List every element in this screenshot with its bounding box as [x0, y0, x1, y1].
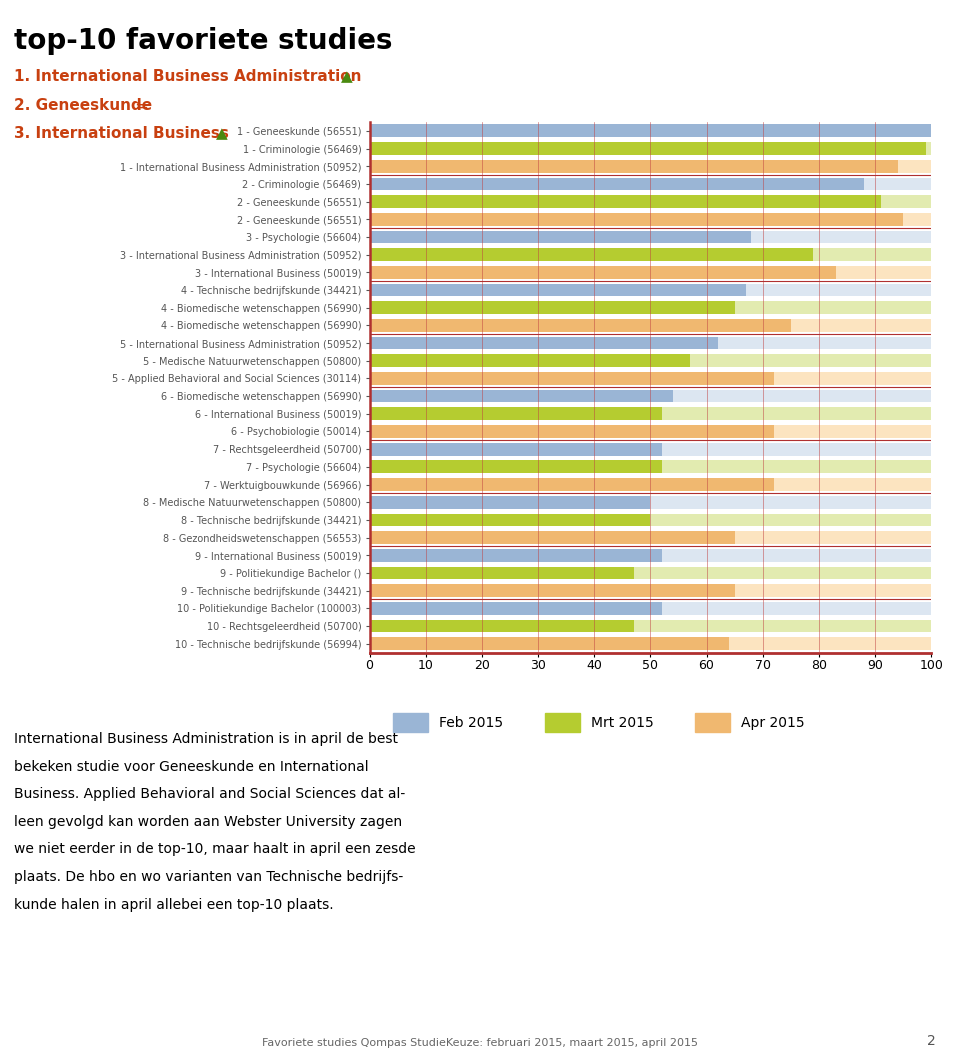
Bar	[370, 319, 791, 332]
Text: plaats. De hbo en wo varianten van Technische bedrijfs-: plaats. De hbo en wo varianten van Techn…	[14, 870, 403, 884]
Bar	[370, 283, 746, 296]
Text: 2: 2	[927, 1034, 936, 1048]
Bar	[370, 142, 931, 155]
Text: ▲: ▲	[216, 126, 228, 141]
Bar	[370, 620, 634, 632]
Bar	[370, 585, 931, 597]
Bar	[370, 514, 931, 526]
Bar	[370, 124, 931, 137]
Bar	[370, 638, 729, 650]
Bar	[370, 142, 925, 155]
Bar	[370, 372, 931, 385]
Bar	[370, 532, 734, 544]
Bar	[370, 354, 689, 367]
Bar	[370, 442, 931, 455]
Bar	[370, 301, 734, 314]
Text: Business. Applied Behavioral and Social Sciences dat al-: Business. Applied Behavioral and Social …	[14, 787, 406, 801]
Bar	[370, 425, 774, 438]
Bar	[370, 372, 774, 385]
Bar	[370, 495, 651, 508]
Bar	[370, 160, 898, 173]
Bar	[370, 266, 931, 279]
Bar	[370, 177, 864, 190]
Bar	[370, 301, 931, 314]
Bar	[370, 495, 931, 508]
Text: bekeken studie voor Geneeskunde en International: bekeken studie voor Geneeskunde en Inter…	[14, 760, 369, 773]
Bar	[370, 336, 718, 349]
Bar	[370, 354, 931, 367]
Bar	[370, 407, 661, 420]
Bar	[370, 602, 661, 614]
Bar	[370, 585, 734, 597]
Bar	[370, 124, 931, 137]
Bar	[370, 195, 880, 208]
Bar	[370, 319, 931, 332]
Text: ▲: ▲	[341, 69, 352, 84]
Bar	[370, 389, 931, 402]
Bar	[370, 567, 931, 579]
Bar	[370, 442, 661, 455]
Legend: Feb 2015, Mrt 2015, Apr 2015: Feb 2015, Mrt 2015, Apr 2015	[394, 713, 804, 732]
Bar	[370, 479, 931, 491]
Bar	[370, 620, 931, 632]
Text: leen gevolgd kan worden aan Webster University zagen: leen gevolgd kan worden aan Webster Univ…	[14, 815, 402, 829]
Text: 1. International Business Administration: 1. International Business Administration	[14, 69, 367, 84]
Bar	[370, 549, 661, 561]
Bar	[370, 177, 931, 190]
Bar	[370, 266, 836, 279]
Text: we niet eerder in de top-10, maar haalt in april een zesde: we niet eerder in de top-10, maar haalt …	[14, 842, 416, 856]
Bar	[370, 195, 931, 208]
Bar	[370, 479, 774, 491]
Text: Favoriete studies Qompas StudieKeuze: februari 2015, maart 2015, april 2015: Favoriete studies Qompas StudieKeuze: fe…	[262, 1039, 698, 1048]
Text: International Business Administration is in april de best: International Business Administration is…	[14, 732, 398, 746]
Text: top-10 favoriete studies: top-10 favoriete studies	[14, 27, 393, 54]
Bar	[370, 230, 752, 243]
Text: ═: ═	[136, 98, 146, 116]
Bar	[370, 248, 931, 261]
Bar	[370, 602, 931, 614]
Text: kunde halen in april allebei een top-10 plaats.: kunde halen in april allebei een top-10 …	[14, 898, 334, 911]
Bar	[370, 407, 931, 420]
Bar	[370, 532, 931, 544]
Bar	[370, 549, 931, 561]
Bar	[370, 213, 903, 226]
Bar	[370, 336, 931, 349]
Bar	[370, 514, 651, 526]
Bar	[370, 425, 931, 438]
Text: 2. Geneeskunde: 2. Geneeskunde	[14, 98, 157, 112]
Bar	[370, 567, 634, 579]
Bar	[370, 638, 931, 650]
Bar	[370, 213, 931, 226]
Bar	[370, 460, 931, 473]
Bar	[370, 389, 673, 402]
Bar	[370, 230, 931, 243]
Bar	[370, 248, 813, 261]
Bar	[370, 460, 661, 473]
Bar	[370, 160, 931, 173]
Bar	[370, 283, 931, 296]
Text: 3. International Business: 3. International Business	[14, 126, 234, 141]
